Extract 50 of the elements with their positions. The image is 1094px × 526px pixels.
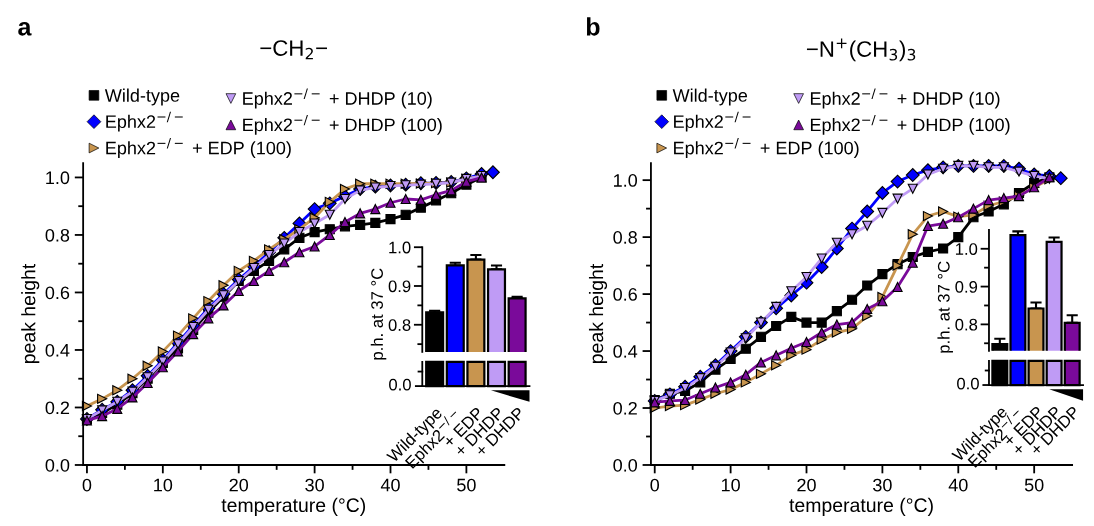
text: b (586, 17, 600, 36)
legend-label: Ephx2$^{−/−}$ + EDP (100) (106, 138, 291, 158)
legend-label: Ephx2$^{−/−}$ + DHDP (100) (243, 114, 442, 135)
x-axis-title: temperature (°C) (221, 497, 366, 516)
y-tick-label: 0.0 (45, 458, 70, 472)
y-tick-label: 0.2 (45, 401, 70, 415)
text: a (18, 21, 32, 36)
y-tick-label: 0.2 (613, 401, 637, 415)
y-tick-label: 0.0 (613, 458, 638, 472)
y-tick-label: 0.8 (45, 228, 70, 242)
legend-label: Ephx2$^{−/−}$ (674, 111, 751, 132)
y-tick-label: 0.4 (45, 343, 70, 357)
x-tick-label: 20 (229, 478, 249, 492)
y-tick-label: 0.9 (955, 280, 978, 293)
x-tick-label: 40 (948, 478, 968, 492)
x-tick-label: 50 (457, 478, 476, 492)
x-tick-label: 20 (797, 478, 816, 492)
legend-label: Wild-type (672, 88, 748, 106)
y-tick-label: 0.8 (388, 319, 411, 331)
x-tick-label: 30 (873, 478, 892, 492)
y-tick-label: 0.6 (613, 288, 637, 301)
x-tick-label: 10 (721, 478, 740, 492)
y-tick-label: 0.9 (388, 280, 411, 293)
x-axis-title: temperature (°C) (789, 497, 933, 516)
y-axis-title: peak height (21, 263, 40, 364)
legend-label: Ephx2$^{−/−}$ + DHDP (10) (243, 88, 432, 109)
legend-label: Ephx2$^{−/−}$ (106, 111, 183, 132)
legend-label: Wild-type (104, 88, 180, 106)
y-tick-label: 0.8 (955, 318, 978, 331)
y-axis-title: p.h. at 37 °C (370, 268, 387, 360)
chart-title: −N$^{+}$(CH$_{3}$)$_{3}$ (806, 38, 916, 62)
y-tick-label: 0.8 (613, 231, 637, 244)
y-tick-label: 1.0 (614, 174, 638, 187)
x-tick-label: 0 (82, 478, 92, 492)
x-tick-label: 50 (1024, 478, 1044, 492)
y-axis-title: peak height (588, 263, 608, 364)
y-tick-label: 1.0 (389, 241, 411, 254)
y-tick-label: 1.0 (46, 171, 70, 185)
x-tick-label: 0 (650, 478, 660, 492)
chart-title: −CH$_{2}$− (260, 40, 327, 60)
legend-label: Ephx2$^{−/−}$ + DHDP (100) (810, 114, 1010, 135)
x-tick-label: 40 (380, 478, 400, 492)
x-tick-label: 10 (154, 478, 173, 492)
y-tick-label: 0.4 (613, 344, 638, 358)
x-tick-label: 30 (305, 478, 324, 492)
y-tick-label: 1.0 (955, 243, 978, 255)
legend-label: Ephx2$^{−/−}$ + DHDP (10) (810, 88, 1000, 109)
legend-label: Ephx2$^{−/−}$ + EDP (100) (674, 138, 859, 158)
y-axis-title: p.h. at 37 °C (937, 261, 953, 353)
y-tick-label: 0.6 (45, 286, 70, 300)
